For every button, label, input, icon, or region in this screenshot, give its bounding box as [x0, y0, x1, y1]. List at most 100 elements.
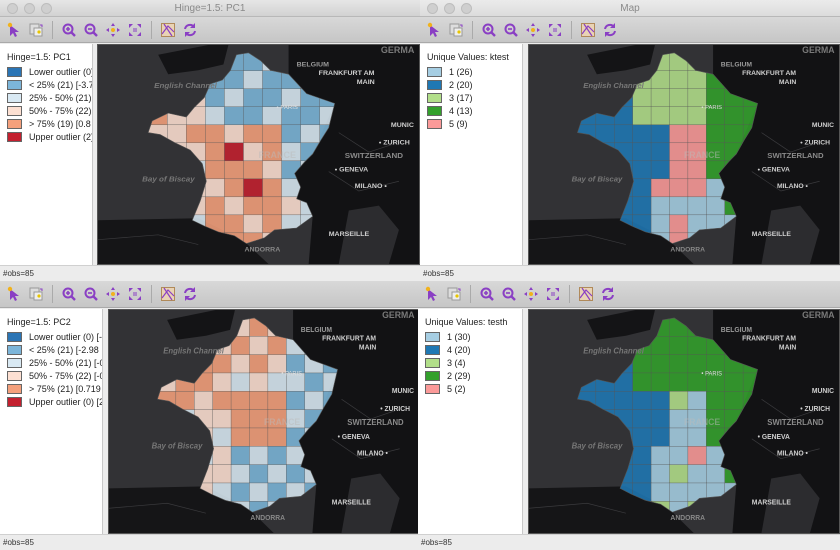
pan-button[interactable] [522, 285, 540, 303]
close-button[interactable] [7, 3, 18, 14]
legend-item[interactable]: 5 (2) [425, 382, 522, 395]
copy-image-icon [449, 23, 463, 36]
legend-item[interactable]: 50% - 75% (22) [-0 [7, 369, 102, 382]
legend-item[interactable]: 3 (17) [427, 91, 522, 104]
map-toolbar [420, 17, 840, 43]
svg-text:MUNIC: MUNIC [392, 388, 414, 395]
legend-label: 4 (20) [447, 344, 471, 355]
zoom-out-button[interactable] [500, 285, 518, 303]
legend-swatch [7, 396, 22, 407]
zoom-out-button[interactable] [502, 21, 520, 39]
legend-swatch [425, 370, 440, 381]
svg-text:SWITZERLAND: SWITZERLAND [767, 418, 824, 427]
legend-item[interactable]: 25% - 50% (21) [7, 91, 92, 104]
legend-item[interactable]: Lower outlier (0) [-i [7, 330, 102, 343]
legend-item[interactable]: Upper outlier (2) [7, 130, 92, 143]
basemap-icon [581, 22, 595, 37]
zoom-out-icon [502, 287, 516, 301]
fit-button[interactable] [546, 21, 564, 39]
label-bay-of-biscay: Bay of Biscay [572, 174, 623, 183]
legend-item[interactable]: > 75% (21) [0.719 : [7, 382, 102, 395]
legend-label: 3 (17) [449, 92, 473, 103]
map-canvas[interactable]: English Channel Bay of Biscay BELGIUM FR… [528, 309, 840, 534]
zoom-in-button[interactable] [478, 285, 496, 303]
svg-text:FRANCE: FRANCE [684, 417, 720, 427]
copy-button[interactable] [27, 285, 45, 303]
zoom-in-button[interactable] [60, 21, 78, 39]
label-bay-of-biscay: Bay of Biscay [152, 442, 203, 451]
fit-button[interactable] [126, 285, 144, 303]
basemap-icon [579, 287, 593, 301]
legend-item[interactable]: Upper outlier (0) [2 [7, 395, 102, 408]
legend-item[interactable]: > 75% (19) [0.8 [7, 117, 92, 130]
legend-item[interactable]: 1 (30) [425, 330, 522, 343]
map-legend[interactable]: Unique Values: ktest 1 (26) 2 (20) 3 (17) 4… [420, 44, 523, 265]
pan-button[interactable] [104, 21, 122, 39]
select-button[interactable] [425, 21, 443, 39]
legend-label: < 25% (21) [-3.7 [29, 79, 93, 90]
zoom-out-button[interactable] [82, 285, 100, 303]
refresh-button[interactable] [181, 21, 199, 39]
basemap-button[interactable] [159, 21, 177, 39]
svg-text:• GENEVA: • GENEVA [335, 167, 368, 174]
zoom-in-button[interactable] [60, 285, 78, 303]
legend-item[interactable]: 5 (9) [427, 117, 522, 130]
svg-text:FRANKFURT AM: FRANKFURT AM [322, 336, 376, 343]
basemap-icon [161, 22, 175, 37]
pan-button[interactable] [104, 285, 122, 303]
minimize-button[interactable] [24, 3, 35, 14]
close-button[interactable] [427, 3, 438, 14]
fit-button[interactable] [544, 285, 562, 303]
map-canvas[interactable]: English Channel Bay of Biscay BELGIUM FR… [97, 44, 420, 265]
select-button[interactable] [5, 285, 23, 303]
minimize-button[interactable] [444, 3, 455, 14]
legend-item[interactable]: 2 (29) [425, 369, 522, 382]
svg-text:MAIN: MAIN [359, 345, 376, 352]
map-canvas[interactable]: English Channel Bay of Biscay BELGIUM FR… [108, 309, 420, 534]
legend-item[interactable]: < 25% (21) [-2.98 : [7, 343, 102, 356]
refresh-button[interactable] [599, 285, 617, 303]
legend-item[interactable]: 4 (13) [427, 104, 522, 117]
legend-item[interactable]: 50% - 75% (22) [7, 104, 92, 117]
zoom-button[interactable] [461, 3, 472, 14]
zoom-out-button[interactable] [82, 21, 100, 39]
copy-button[interactable] [445, 285, 463, 303]
legend-label: Lower outlier (0) [-i [29, 331, 103, 342]
copy-button[interactable] [447, 21, 465, 39]
legend-label: Lower outlier (0) [29, 66, 93, 77]
select-button[interactable] [5, 21, 23, 39]
window-title: Map [620, 3, 640, 14]
fit-button[interactable] [126, 21, 144, 39]
select-button[interactable] [423, 285, 441, 303]
legend-item[interactable]: 2 (20) [427, 78, 522, 91]
legend-item[interactable]: < 25% (21) [-3.7 [7, 78, 92, 91]
titlebar[interactable]: Hinge=1.5: PC1 [0, 0, 420, 17]
toolbar-separator [470, 285, 471, 303]
legend-item[interactable]: Lower outlier (0) [7, 65, 92, 78]
basemap-button[interactable] [579, 21, 597, 39]
titlebar[interactable]: Map [420, 0, 840, 17]
basemap-button[interactable] [577, 285, 595, 303]
map-legend[interactable]: Hinge=1.5: PC2 Lower outlier (0) [-i < 25… [0, 309, 103, 534]
map-canvas[interactable]: English Channel Bay of Biscay BELGIUM FR… [528, 44, 840, 265]
svg-text:MARSEILLE: MARSEILLE [332, 499, 372, 506]
legend-item[interactable]: 25% - 50% (21) [-0 [7, 356, 102, 369]
basemap-button[interactable] [159, 285, 177, 303]
legend-item[interactable]: 3 (4) [425, 356, 522, 369]
zoom-in-button[interactable] [480, 21, 498, 39]
zoom-button[interactable] [41, 3, 52, 14]
legend-item[interactable]: 1 (26) [427, 65, 522, 78]
pan-arrows-icon [106, 22, 120, 37]
refresh-button[interactable] [601, 21, 619, 39]
map-legend[interactable]: Unique Values: testh 1 (30) 4 (20) 3 (4) 2 … [418, 309, 523, 534]
copy-button[interactable] [27, 21, 45, 39]
map-window-pc2: Hinge=1.5: PC2 Lower outlier (0) [-i < 25… [0, 281, 420, 550]
map-legend[interactable]: Hinge=1.5: PC1 Lower outlier (0) < 25% (2… [0, 44, 93, 265]
zoom-in-icon [482, 23, 496, 37]
legend-item[interactable]: 4 (20) [425, 343, 522, 356]
refresh-button[interactable] [181, 285, 199, 303]
pan-button[interactable] [524, 21, 542, 39]
refresh-icon [184, 287, 196, 301]
svg-text:• PARIS: • PARIS [281, 371, 302, 377]
legend-swatch [7, 66, 22, 77]
